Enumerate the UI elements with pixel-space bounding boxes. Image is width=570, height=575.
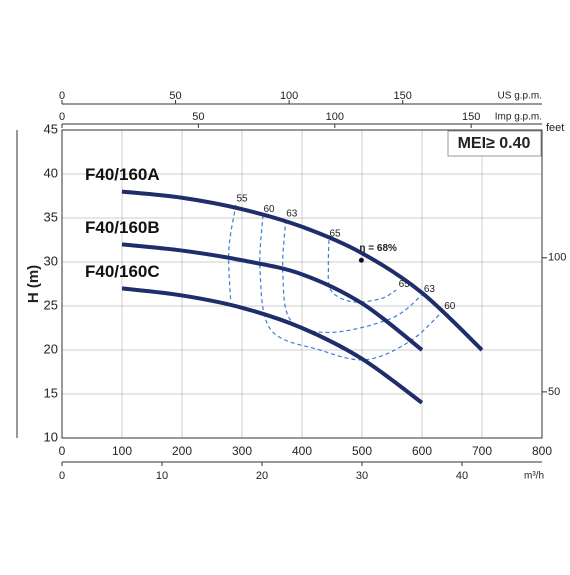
bottom2-tick-label: 40 [456, 470, 468, 482]
x-tick-label: 700 [472, 444, 492, 458]
efficiency-label: 63 [424, 284, 436, 295]
efficiency-peak [358, 257, 364, 263]
x-tick-label: 100 [112, 444, 132, 458]
badge-box [447, 130, 542, 157]
bottom2-tick-label: 0 [59, 470, 65, 482]
y-tick-label: 45 [44, 121, 58, 136]
x-tick-label: 300 [232, 444, 252, 458]
y-tick-label: 15 [44, 385, 58, 400]
top-axis-unit: US g.p.m. [498, 91, 542, 102]
efficiency-curve [327, 239, 397, 303]
efficiency-curve [228, 204, 237, 300]
top-tick-label: 100 [326, 111, 344, 123]
top-axis-unit: Imp g.p.m. [495, 112, 542, 123]
x-tick-label: 500 [352, 444, 372, 458]
top-tick-label: 50 [169, 90, 181, 102]
x-tick-label: 600 [412, 444, 432, 458]
x-tick-label: 800 [532, 444, 552, 458]
efficiency-curve [259, 215, 443, 361]
efficiency-peak-label: η = 68% [359, 243, 397, 254]
curve-name: F40/160C [85, 262, 160, 281]
pump-curve [121, 286, 424, 405]
y-tick-label: 25 [44, 297, 58, 312]
efficiency-label: 63 [286, 208, 298, 219]
curve-name: F40/160A [85, 165, 160, 184]
bottom2-tick-label: 20 [256, 470, 268, 482]
x-tick-label: 200 [172, 444, 192, 458]
bottom2-unit: m³/h [524, 471, 544, 482]
top-tick-label: 0 [59, 90, 65, 102]
top-tick-label: 150 [394, 90, 412, 102]
y-tick-label: 20 [44, 341, 58, 356]
top-tick-label: 0 [59, 111, 65, 123]
y-axis-label: H (m) [25, 265, 42, 303]
top-tick-label: 150 [462, 111, 480, 123]
y2-axis-unit: feet [546, 122, 564, 134]
x-tick-label: 0 [59, 444, 66, 458]
top-tick-label: 100 [280, 90, 298, 102]
y-tick-label: 40 [44, 165, 58, 180]
x-tick-label: 400 [292, 444, 312, 458]
efficiency-label: 60 [444, 301, 456, 312]
curve-name: F40/160B [85, 218, 160, 237]
efficiency-label: 60 [263, 204, 275, 215]
badge: MEI≥ 0.40 [458, 135, 531, 152]
pump-curve [121, 242, 424, 352]
bottom2-tick-label: 30 [356, 470, 368, 482]
efficiency-label: 65 [329, 229, 341, 240]
y-tick-label: 30 [44, 253, 58, 268]
y-tick-label: 35 [44, 209, 58, 224]
y2-tick-label: 50 [548, 386, 560, 398]
bottom2-tick-label: 10 [156, 470, 168, 482]
efficiency-label: 65 [399, 279, 411, 290]
y2-tick-label: 100 [548, 252, 566, 264]
efficiency-label: 55 [236, 193, 248, 204]
pump-curve [121, 189, 484, 352]
plot-frame [61, 129, 543, 439]
y-tick-label: 10 [44, 429, 58, 444]
top-tick-label: 50 [192, 111, 204, 123]
